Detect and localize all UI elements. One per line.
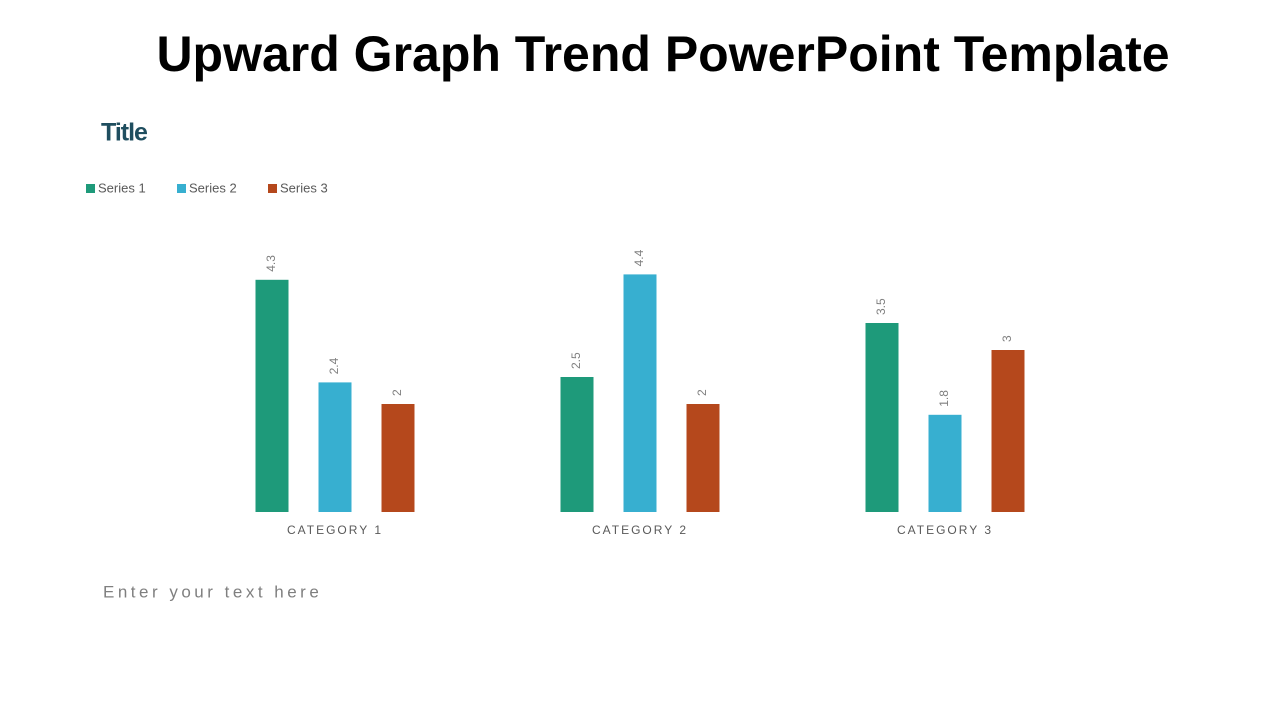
data-label: 4.3 xyxy=(264,255,278,272)
bar xyxy=(381,404,415,512)
legend-swatch xyxy=(268,184,277,193)
chart-title: Title xyxy=(101,119,148,147)
bar xyxy=(865,323,899,512)
data-label: 2.5 xyxy=(569,352,583,369)
legend-label: Series 3 xyxy=(280,180,328,195)
legend-label: Series 1 xyxy=(98,180,146,195)
data-label: 3.5 xyxy=(874,298,888,315)
data-label: 2.4 xyxy=(327,357,341,374)
body-text: Enter your text here xyxy=(103,582,322,601)
bar xyxy=(560,377,594,512)
bar xyxy=(686,404,720,512)
bar xyxy=(318,382,352,512)
x-tick-label: CATEGORY 3 xyxy=(897,523,993,537)
data-label: 2 xyxy=(390,389,404,396)
bar xyxy=(928,414,962,512)
bar xyxy=(991,350,1025,512)
data-label: 1.8 xyxy=(937,390,951,407)
legend-swatch xyxy=(86,184,95,193)
legend-label: Series 2 xyxy=(189,180,237,195)
data-label: 4.4 xyxy=(632,249,646,266)
x-tick-label: CATEGORY 2 xyxy=(592,523,688,537)
data-label: 2 xyxy=(695,389,709,396)
bar xyxy=(255,279,289,512)
slide-title: Upward Graph Trend PowerPoint Template xyxy=(156,26,1169,82)
data-label: 3 xyxy=(1000,335,1014,342)
bar xyxy=(623,274,657,512)
x-tick-label: CATEGORY 1 xyxy=(287,523,383,537)
legend-swatch xyxy=(177,184,186,193)
